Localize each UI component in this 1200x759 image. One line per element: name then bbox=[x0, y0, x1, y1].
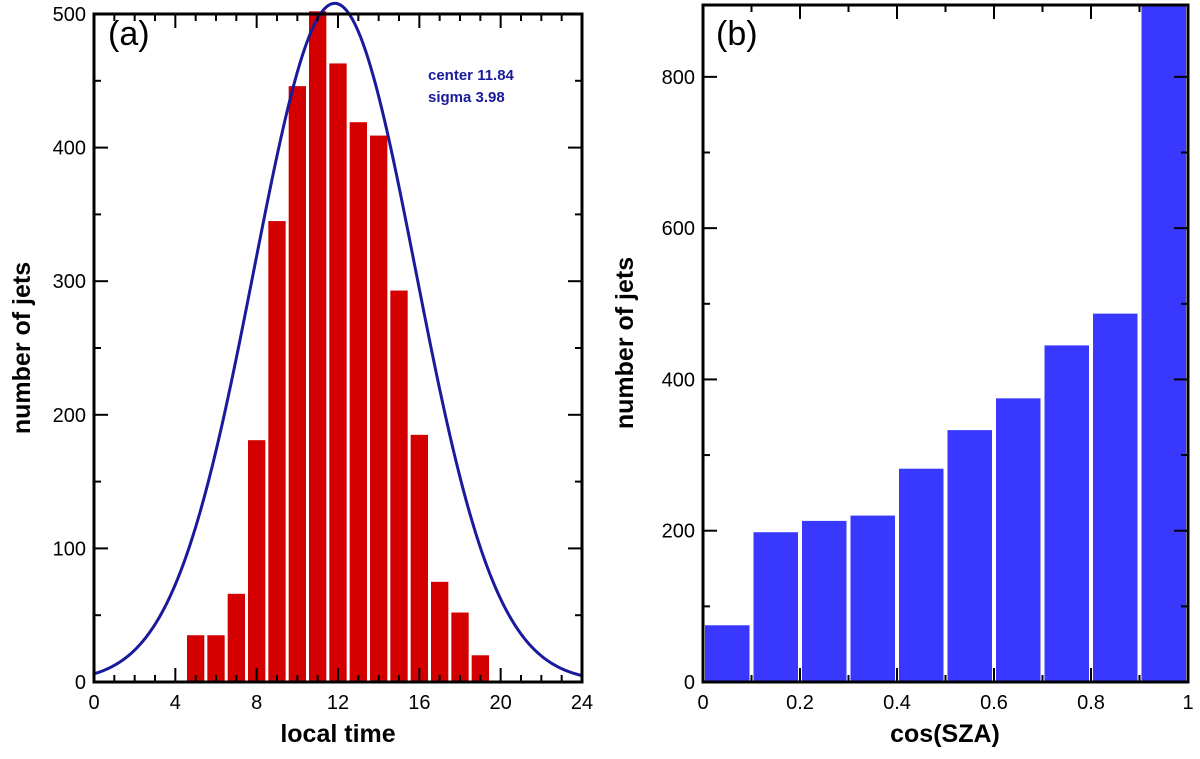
y-tick-label: 0 bbox=[75, 672, 86, 694]
panel-a-chart: 0 100 200 300 400 500 0 4 8 12 16 20 24 (a) center 1… bbox=[8, 1, 593, 748]
panel-b-chart: 0 200 400 600 800 0 0.2 0.4 0.6 0.8 1 (b) cos(SZA)… bbox=[611, 3, 1194, 748]
panel-a-bar bbox=[471, 655, 489, 682]
panel-a-bar bbox=[329, 63, 347, 682]
y-tick-label: 200 bbox=[53, 405, 86, 427]
x-tick-label: 1 bbox=[1182, 692, 1193, 714]
x-tick-label: 4 bbox=[170, 692, 181, 714]
x-tick-label: 0.8 bbox=[1077, 692, 1105, 714]
panel-a-bar bbox=[370, 135, 388, 683]
y-tick-label: 600 bbox=[662, 218, 695, 240]
panel-a-annotation-center: center 11.84 bbox=[428, 67, 515, 84]
x-tick-label: 0.2 bbox=[786, 692, 814, 714]
panel-a-bar bbox=[227, 593, 245, 682]
panel-a-y-axis-title: number of jets bbox=[8, 262, 36, 434]
x-tick-label: 0.4 bbox=[883, 692, 911, 714]
panel-b-axes-frame bbox=[701, 3, 1190, 684]
y-tick-label: 0 bbox=[684, 672, 695, 694]
panel-a-bars bbox=[187, 11, 489, 683]
panel-a-bar bbox=[451, 612, 469, 682]
panel-a-bar bbox=[268, 221, 286, 682]
y-tick-label: 400 bbox=[662, 369, 695, 391]
panel-a-bar bbox=[410, 434, 428, 682]
panel-b-x-axis-title: cos(SZA) bbox=[890, 720, 1000, 748]
panel-a-bar bbox=[207, 635, 225, 682]
y-tick-label: 200 bbox=[662, 521, 695, 543]
x-tick-label: 0.6 bbox=[980, 692, 1008, 714]
panel-a-bar bbox=[248, 440, 266, 682]
x-tick-label: 8 bbox=[251, 692, 262, 714]
panel-b-bar bbox=[996, 398, 1041, 682]
x-tick-label: 12 bbox=[327, 692, 349, 714]
panel-b-label: (b) bbox=[716, 15, 758, 53]
panel-a-label: (a) bbox=[108, 15, 150, 53]
panel-b-bar bbox=[1141, 6, 1186, 682]
panel-b-bar bbox=[899, 468, 944, 682]
panel-a-bar bbox=[390, 290, 408, 682]
y-tick-label: 800 bbox=[662, 67, 695, 89]
panel-a-x-axis-title: local time bbox=[280, 720, 395, 748]
panel-b-bar bbox=[1044, 345, 1089, 682]
x-tick-label: 16 bbox=[408, 692, 430, 714]
panel-b-bar bbox=[705, 625, 750, 682]
panel-b-bar bbox=[802, 520, 847, 682]
panel-b-bars bbox=[705, 6, 1186, 682]
panel-a-gaussian-fit-line bbox=[93, 1, 583, 678]
panel-a-bar bbox=[431, 581, 449, 682]
panel-b-bar bbox=[850, 515, 895, 682]
panel-a-axes-frame bbox=[92, 12, 584, 684]
panel-a-annotation-sigma: sigma 3.98 bbox=[428, 89, 505, 106]
panel-a-bar bbox=[187, 635, 205, 682]
panel-a-bar bbox=[349, 122, 367, 682]
x-tick-label: 20 bbox=[490, 692, 512, 714]
panel-b-bar bbox=[753, 532, 798, 682]
y-tick-label: 500 bbox=[53, 4, 86, 26]
panel-a-bar bbox=[309, 11, 327, 682]
y-tick-label: 100 bbox=[53, 538, 86, 560]
x-tick-label: 24 bbox=[571, 692, 593, 714]
panel-b-bar bbox=[1093, 313, 1138, 682]
x-tick-label: 0 bbox=[88, 692, 99, 714]
panel-b-bar bbox=[947, 430, 992, 682]
panel-b-y-axis-title: number of jets bbox=[611, 257, 639, 429]
panel-a-bar bbox=[288, 86, 306, 683]
x-tick-label: 0 bbox=[697, 692, 708, 714]
y-tick-label: 400 bbox=[53, 138, 86, 160]
y-tick-label: 300 bbox=[53, 271, 86, 293]
